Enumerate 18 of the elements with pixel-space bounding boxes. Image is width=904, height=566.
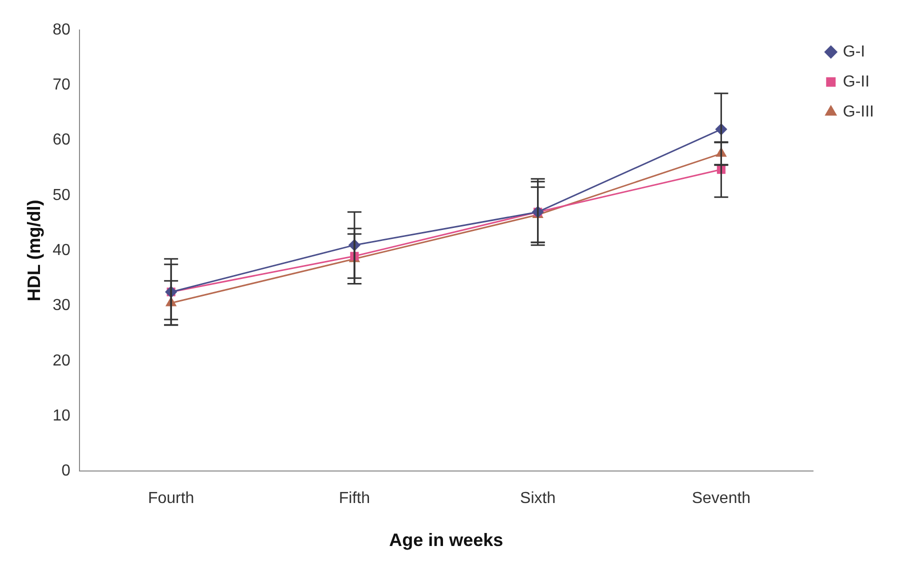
y-tick-label: 70 (52, 76, 70, 94)
y-tick-label: 40 (52, 242, 70, 260)
x-tick-label: Fourth (148, 490, 194, 508)
y-tick-label: 30 (52, 297, 70, 314)
y-tick-label: 20 (52, 352, 70, 370)
x-tick-label: Fifth (338, 490, 370, 508)
y-tick-label: 50 (52, 186, 70, 204)
legend-label: G-III (842, 103, 874, 120)
x-tick-label: Sixth (520, 490, 556, 508)
y-tick-label: 80 (52, 21, 70, 38)
legend-label: G-II (842, 73, 870, 90)
x-axis-title: Age in weeks (389, 530, 504, 550)
y-tick-label: 60 (52, 132, 70, 149)
y-axis-title: HDL (mg/dl) (24, 200, 44, 302)
x-tick-label: Seventh (692, 490, 751, 508)
y-tick-label: 10 (52, 407, 70, 424)
y-tick-label: 0 (61, 462, 70, 480)
legend-label: G-I (842, 43, 866, 60)
